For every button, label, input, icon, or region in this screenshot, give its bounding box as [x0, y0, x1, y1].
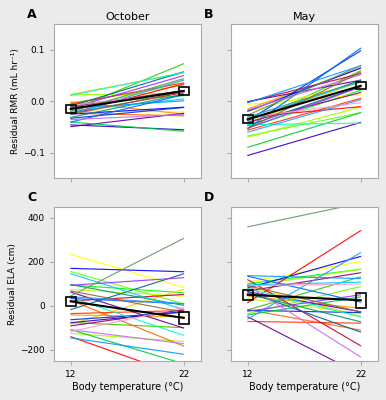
- Bar: [66, 296, 76, 306]
- Bar: [356, 82, 366, 90]
- Title: May: May: [293, 12, 316, 22]
- Y-axis label: Residual ELA (cm): Residual ELA (cm): [8, 243, 17, 325]
- Bar: [242, 115, 253, 123]
- Text: B: B: [204, 8, 214, 21]
- Text: A: A: [27, 8, 37, 21]
- Text: D: D: [204, 190, 215, 204]
- X-axis label: Body temperature (°C): Body temperature (°C): [249, 382, 360, 392]
- Bar: [356, 292, 366, 308]
- Text: C: C: [27, 190, 36, 204]
- Title: October: October: [105, 12, 149, 22]
- Bar: [179, 312, 189, 324]
- X-axis label: Body temperature (°C): Body temperature (°C): [71, 382, 183, 392]
- Y-axis label: Residual RMR (mL hr⁻¹): Residual RMR (mL hr⁻¹): [11, 48, 20, 154]
- Bar: [242, 290, 253, 300]
- Bar: [179, 87, 189, 95]
- Bar: [66, 105, 76, 113]
